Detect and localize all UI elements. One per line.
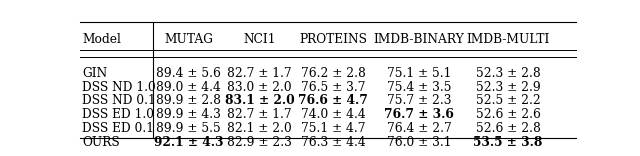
Text: 92.1 ± 4.3: 92.1 ± 4.3 [154,136,223,149]
Text: 75.7 ± 2.3: 75.7 ± 2.3 [387,94,451,107]
Text: 76.5 ± 3.7: 76.5 ± 3.7 [301,81,365,94]
Text: NCI1: NCI1 [243,33,276,46]
Text: 82.7 ± 1.7: 82.7 ± 1.7 [227,67,292,80]
Text: 89.4 ± 5.6: 89.4 ± 5.6 [156,67,221,80]
Text: 76.2 ± 2.8: 76.2 ± 2.8 [301,67,365,80]
Text: DSS ED 1.0: DSS ED 1.0 [83,108,154,121]
Text: 89.9 ± 2.8: 89.9 ± 2.8 [156,94,221,107]
Text: 89.9 ± 5.5: 89.9 ± 5.5 [156,122,221,135]
Text: 75.4 ± 3.5: 75.4 ± 3.5 [387,81,451,94]
Text: 52.6 ± 2.8: 52.6 ± 2.8 [476,122,541,135]
Text: DSS ND 0.1: DSS ND 0.1 [83,94,156,107]
Text: 89.0 ± 4.4: 89.0 ± 4.4 [156,81,221,94]
Text: DSS ND 1.0: DSS ND 1.0 [83,81,156,94]
Text: 52.6 ± 2.6: 52.6 ± 2.6 [476,108,541,121]
Text: PROTEINS: PROTEINS [299,33,367,46]
Text: DSS ED 0.1: DSS ED 0.1 [83,122,154,135]
Text: MUTAG: MUTAG [164,33,213,46]
Text: 89.9 ± 4.3: 89.9 ± 4.3 [156,108,221,121]
Text: 76.6 ± 4.7: 76.6 ± 4.7 [298,94,368,107]
Text: 75.1 ± 5.1: 75.1 ± 5.1 [387,67,451,80]
Text: 76.4 ± 2.7: 76.4 ± 2.7 [387,122,452,135]
Text: OURS: OURS [83,136,120,149]
Text: 52.5 ± 2.2: 52.5 ± 2.2 [476,94,540,107]
Text: 83.0 ± 2.0: 83.0 ± 2.0 [227,81,292,94]
Text: 52.3 ± 2.8: 52.3 ± 2.8 [476,67,540,80]
Text: 52.3 ± 2.9: 52.3 ± 2.9 [476,81,540,94]
Text: 75.1 ± 4.7: 75.1 ± 4.7 [301,122,365,135]
Text: Model: Model [83,33,122,46]
Text: IMDB-MULTI: IMDB-MULTI [467,33,550,46]
Text: 82.1 ± 2.0: 82.1 ± 2.0 [227,122,292,135]
Text: 76.3 ± 4.4: 76.3 ± 4.4 [301,136,365,149]
Text: 76.0 ± 3.1: 76.0 ± 3.1 [387,136,451,149]
Text: IMDB-BINARY: IMDB-BINARY [374,33,465,46]
Text: 74.0 ± 4.4: 74.0 ± 4.4 [301,108,365,121]
Text: 76.7 ± 3.6: 76.7 ± 3.6 [385,108,454,121]
Text: 82.7 ± 1.7: 82.7 ± 1.7 [227,108,292,121]
Text: 53.5 ± 3.8: 53.5 ± 3.8 [474,136,543,149]
Text: 83.1 ± 2.0: 83.1 ± 2.0 [225,94,294,107]
Text: 82.9 ± 2.3: 82.9 ± 2.3 [227,136,292,149]
Text: GIN: GIN [83,67,108,80]
